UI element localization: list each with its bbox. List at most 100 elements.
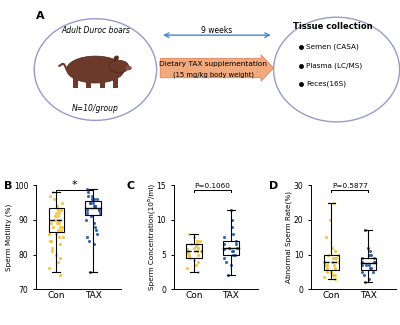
- Point: [46, 266, 52, 271]
- Point: [330, 273, 336, 278]
- Point: [60, 235, 66, 240]
- Point: [333, 255, 339, 261]
- Text: Plasma (LC/MS): Plasma (LC/MS): [306, 62, 362, 69]
- Point: [58, 228, 64, 233]
- Point: [48, 221, 54, 226]
- Point: [360, 273, 367, 278]
- Bar: [113, 76, 118, 88]
- Bar: [86, 76, 91, 88]
- Point: [47, 238, 54, 243]
- Point: [95, 207, 102, 212]
- Text: Semen (CASA): Semen (CASA): [306, 44, 359, 50]
- Point: [325, 252, 332, 257]
- Point: [221, 246, 227, 252]
- Polygon shape: [160, 55, 274, 81]
- Point: [326, 217, 333, 223]
- Point: [55, 210, 62, 215]
- Point: [363, 262, 370, 267]
- Ellipse shape: [114, 56, 119, 61]
- Point: [197, 249, 204, 254]
- Point: [358, 255, 365, 261]
- Point: [195, 245, 202, 250]
- Point: [331, 249, 338, 254]
- Point: [329, 245, 335, 250]
- Point: [55, 214, 61, 219]
- Point: [186, 255, 193, 261]
- Point: [87, 269, 93, 275]
- Point: [229, 249, 235, 254]
- Point: [193, 249, 200, 254]
- Bar: [324, 254, 339, 270]
- Text: P=0.1060: P=0.1060: [194, 183, 230, 189]
- Point: [91, 203, 97, 209]
- Point: [372, 259, 378, 264]
- Point: [332, 266, 338, 271]
- Point: [367, 266, 374, 271]
- Point: [85, 193, 91, 198]
- Point: [321, 275, 328, 280]
- Point: [366, 252, 372, 257]
- Point: [366, 262, 373, 267]
- Point: [331, 200, 337, 205]
- Bar: [73, 76, 78, 88]
- Bar: [360, 258, 376, 270]
- Point: [53, 210, 60, 215]
- Point: [359, 259, 365, 264]
- Point: [192, 244, 199, 249]
- Point: [47, 193, 54, 198]
- Point: [193, 262, 199, 267]
- Point: [371, 255, 377, 261]
- Point: [50, 224, 56, 229]
- Point: [56, 221, 63, 226]
- Point: [230, 231, 236, 236]
- Ellipse shape: [66, 56, 124, 83]
- Point: [365, 245, 371, 250]
- Point: [191, 257, 197, 263]
- Point: [366, 276, 372, 281]
- Point: [90, 200, 96, 205]
- Point: [91, 221, 98, 226]
- Point: [332, 255, 338, 261]
- Point: [54, 207, 61, 212]
- Point: [54, 203, 60, 209]
- Point: [328, 259, 335, 264]
- Point: [52, 214, 58, 219]
- Point: [92, 203, 99, 209]
- Point: [233, 241, 239, 247]
- Point: [88, 197, 95, 202]
- Point: [83, 207, 90, 212]
- Point: [57, 255, 63, 261]
- Bar: [186, 244, 202, 258]
- Point: [191, 235, 198, 240]
- Point: [369, 269, 376, 275]
- Point: [332, 276, 339, 281]
- Bar: [48, 208, 64, 232]
- Point: [228, 224, 235, 229]
- Text: P=0.5877: P=0.5877: [332, 183, 368, 189]
- Text: Dietary TAX supplementation: Dietary TAX supplementation: [159, 61, 267, 67]
- Point: [366, 249, 373, 254]
- Point: [358, 262, 365, 267]
- Point: [194, 238, 200, 243]
- Ellipse shape: [125, 66, 132, 70]
- Text: (15 mg/kg body weight): (15 mg/kg body weight): [173, 72, 254, 78]
- Point: [331, 262, 337, 267]
- Point: [324, 266, 330, 271]
- Point: [228, 262, 234, 267]
- Point: [191, 245, 197, 250]
- Point: [330, 255, 336, 261]
- Text: A: A: [36, 11, 45, 21]
- Point: [332, 273, 338, 278]
- Point: [195, 269, 201, 275]
- Point: [324, 269, 330, 275]
- Point: [221, 235, 227, 240]
- Point: [328, 269, 334, 275]
- Point: [334, 252, 341, 257]
- Point: [84, 210, 90, 215]
- Point: [186, 252, 192, 257]
- Point: [55, 259, 62, 264]
- Point: [197, 238, 203, 243]
- Point: [221, 255, 228, 261]
- Point: [50, 189, 56, 195]
- Point: [56, 217, 62, 223]
